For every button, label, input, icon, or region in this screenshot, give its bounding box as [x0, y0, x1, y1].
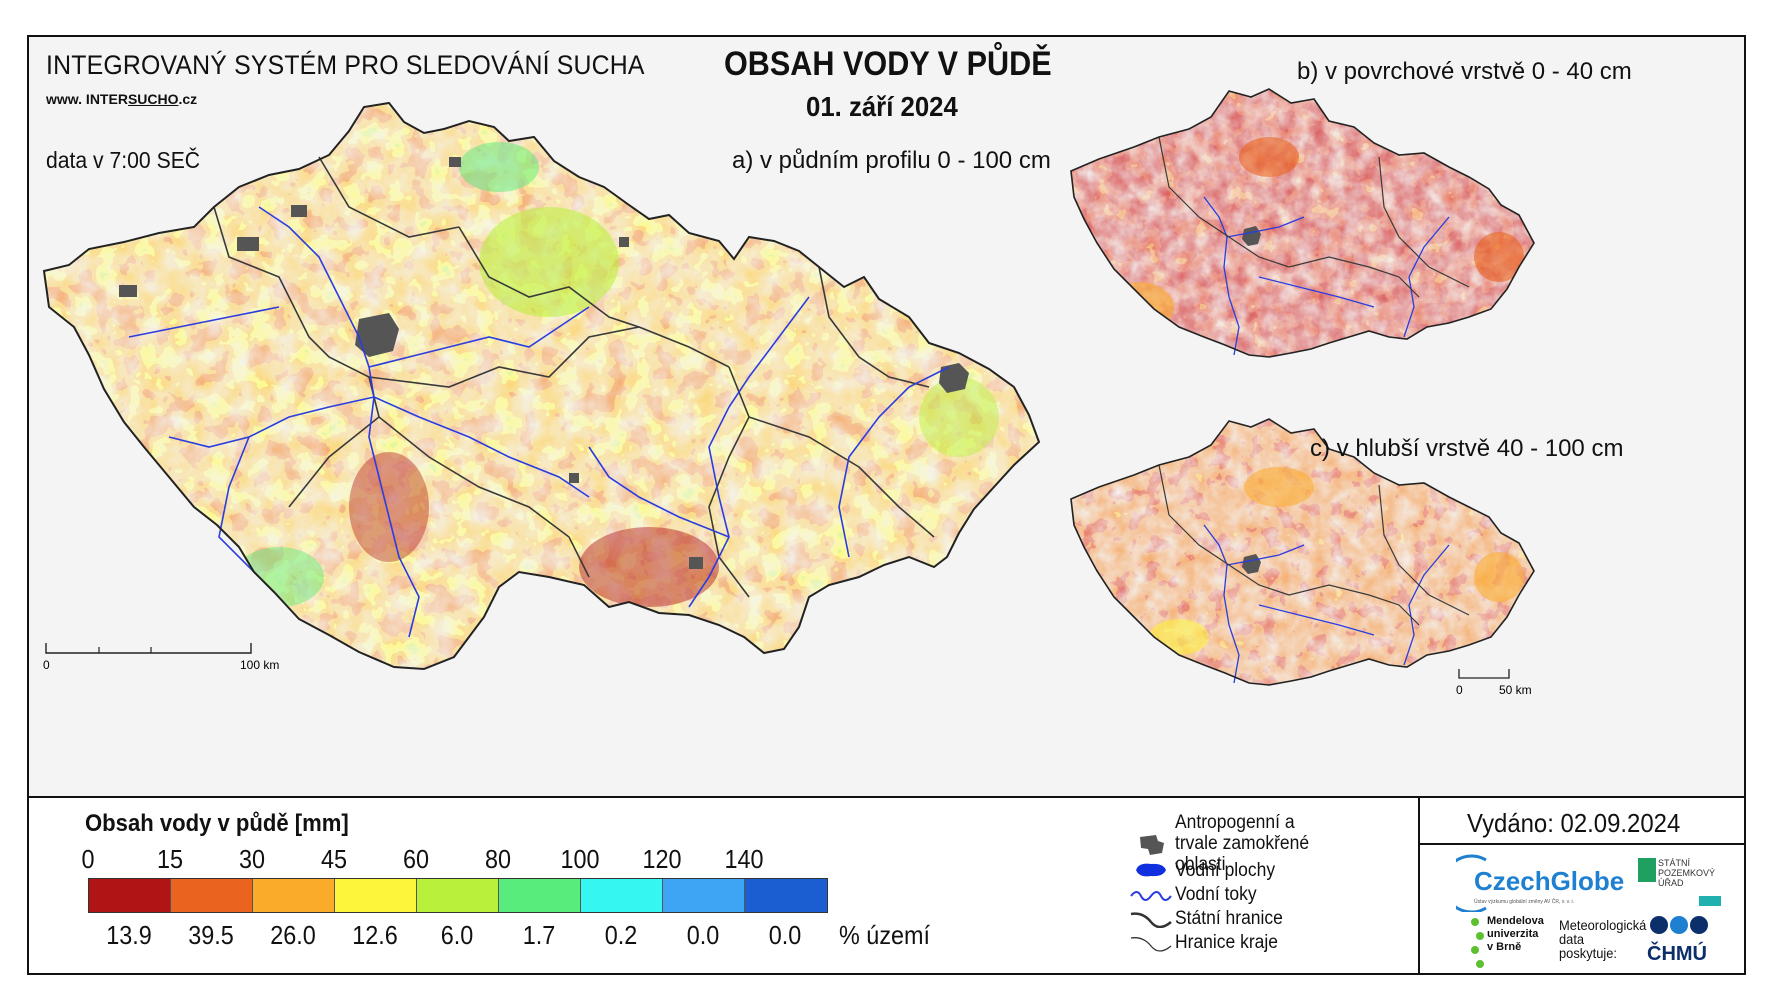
meteo-text: Meteorologická data poskytuje: [1559, 917, 1647, 961]
legend-percent-value: 26.0 [270, 920, 316, 950]
mendel-dots [1469, 918, 1487, 975]
legend-color-cell [745, 879, 827, 912]
map-frame: 0 100 km 0 50 km INTEGROVANÝ SYSTÉM PRO … [27, 35, 1746, 975]
region-border-icon [1127, 929, 1175, 955]
symbol-river: Vodní toky [1127, 881, 1264, 907]
chmu-logo[interactable]: ČHMÚ [1647, 943, 1707, 965]
maps-canvas: 0 100 km 0 50 km [42, 88, 1535, 697]
percent-unit: % území [839, 920, 931, 950]
czechglobe-text: CzechGlobe [1474, 866, 1625, 896]
system-title: INTEGROVANÝ SYSTÉM PRO SLEDOVÁNÍ SUCHA [46, 50, 645, 80]
data-time: data v 7:00 SEČ [46, 147, 201, 173]
legend-tick: 15 [156, 844, 184, 874]
legend-tick: 140 [724, 844, 764, 874]
legend-color-cell [417, 879, 499, 912]
chmu-logo-mark [1649, 912, 1709, 943]
symbol-region-border: Hranice kraje [1127, 929, 1287, 955]
symbol-state-border-label: Státní hranice [1175, 907, 1283, 929]
issued-date: Vydáno: 02.09.2024 [1467, 808, 1681, 838]
state-border-icon [1127, 905, 1175, 931]
map-a-title: a) v půdním profilu 0 - 100 cm [732, 147, 1051, 174]
legend-percent-value: 0.0 [686, 920, 720, 950]
symbol-state-border: Státní hranice [1127, 905, 1292, 931]
map-c-title: c) v hlubší vrstvě 40 - 100 cm [1310, 435, 1624, 462]
spu-logo[interactable]: STÁTNÍ POZEMKOVÝ ÚŘAD [1658, 858, 1716, 888]
legend-percent-value: 13.9 [106, 920, 152, 950]
legend-tick: 45 [320, 844, 348, 874]
scale-bar-small: 0 50 km [1456, 669, 1532, 697]
symbol-region-border-label: Hranice kraje [1175, 931, 1278, 953]
map-date: 01. září 2024 [806, 91, 958, 122]
website-suffix: .cz [178, 91, 198, 107]
scale-small-end: 50 km [1499, 683, 1532, 697]
map-b-surface-layer [1070, 88, 1535, 358]
legend-percent-value: 1.7 [522, 920, 556, 950]
legend-color-cell [253, 879, 335, 912]
spu-logo-mark [1638, 858, 1656, 882]
symbol-water: Vodní plochy [1127, 857, 1284, 883]
legend-tick: 60 [402, 844, 430, 874]
issued-divider [1420, 843, 1744, 845]
legend-percent-value: 39.5 [188, 920, 234, 950]
legend-color-cell [335, 879, 417, 912]
legend-tick: 0 [81, 844, 95, 874]
mendel-logo[interactable]: Mendelova univerzita v Brně [1487, 915, 1544, 953]
legend-color-cell [171, 879, 253, 912]
urban-area-icon [1127, 831, 1175, 857]
river-icon [1127, 881, 1175, 907]
legend-tick: 120 [642, 844, 682, 874]
legend-color-cell [89, 879, 171, 912]
scale-main-zero: 0 [43, 658, 50, 672]
scale-small-zero: 0 [1456, 683, 1463, 697]
legend-percent-value: 0.0 [768, 920, 802, 950]
legend-tick: 100 [560, 844, 600, 874]
legend-divider [1418, 798, 1420, 973]
symbol-water-label: Vodní plochy [1175, 859, 1276, 881]
legend-tick: 80 [484, 844, 512, 874]
symbol-urban-label: Antropogenní a trvale zamokřené oblasti [1175, 812, 1310, 875]
legend-color-cell [581, 879, 663, 912]
legend-color-cell [499, 879, 581, 912]
website-mid: SUCHO [127, 91, 179, 107]
spu-accent [1699, 896, 1721, 906]
water-body-icon [1127, 857, 1175, 883]
symbol-river-label: Vodní toky [1175, 883, 1257, 905]
map-area: 0 100 km 0 50 km INTEGROVANÝ SYSTÉM PRO … [29, 37, 1744, 796]
legend-percent-value: 6.0 [440, 920, 474, 950]
legend-color-cell [663, 879, 745, 912]
map-b-title: b) v povrchové vrstvě 0 - 40 cm [1297, 58, 1632, 85]
legend-color-bar [88, 878, 828, 913]
legend-percent-value: 0.2 [604, 920, 638, 950]
scale-bar-main: 0 100 km [43, 643, 279, 672]
scale-main-end: 100 km [240, 658, 279, 672]
czechglobe-logo[interactable]: CzechGlobe Ústav výzkumu globální změny … [1456, 854, 1624, 912]
legend-title: Obsah vody v půdě [mm] [85, 810, 349, 837]
website-link[interactable]: www. INTERSUCHO.cz [46, 91, 197, 107]
czechglobe-subtitle: Ústav výzkumu globální změny AV ČR, v. v… [1474, 899, 1575, 905]
legend-tick: 30 [238, 844, 266, 874]
legend-panel: Obsah vody v půdě [mm] 0 15 30 45 60 80 … [29, 796, 1744, 973]
legend-percent-value: 12.6 [352, 920, 398, 950]
main-title: OBSAH VODY V PŮDĚ [724, 45, 1052, 83]
symbol-urban: Antropogenní a trvale zamokřené oblasti [1127, 812, 1355, 875]
website-prefix: www. INTER [46, 91, 128, 107]
